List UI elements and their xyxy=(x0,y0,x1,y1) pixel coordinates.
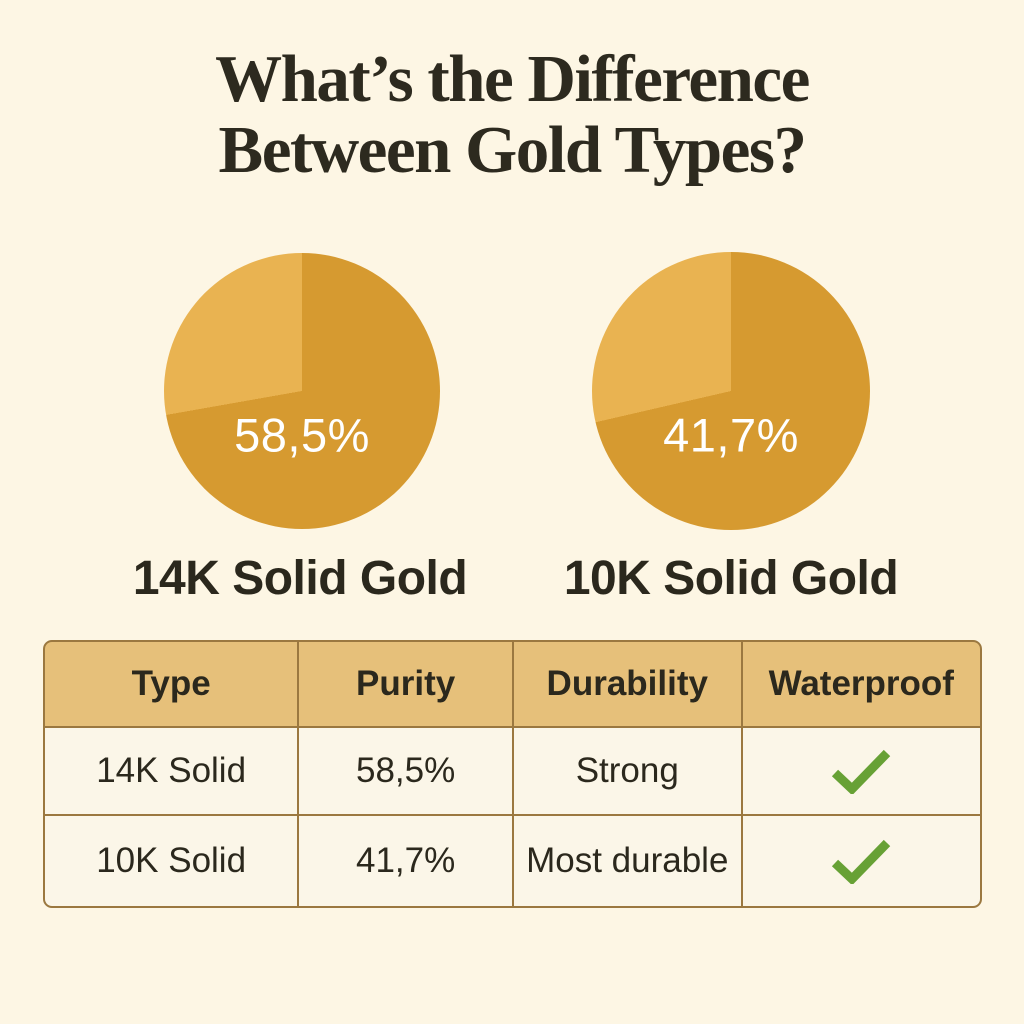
title-line-1: What’s the Difference xyxy=(215,42,810,116)
table-cell-waterproof-10k xyxy=(742,816,980,906)
checkmark-icon xyxy=(832,840,891,885)
pie-caption-10k: 10K Solid Gold xyxy=(563,552,899,605)
table-header-durability: Durability xyxy=(513,642,741,726)
table-header-waterproof: Waterproof xyxy=(742,642,980,726)
pie-chart-10k-gold: 41,7% xyxy=(592,252,870,530)
pie-value-label-14k: 58,5% xyxy=(234,408,370,462)
table-cell-type-10k: 10K Solid xyxy=(45,816,298,906)
comparison-table: Type Purity Durability Waterproof 14K So… xyxy=(43,640,982,908)
title-line-2: Between Gold Types? xyxy=(218,113,807,188)
table-header-purity: Purity xyxy=(299,642,512,726)
pie-chart-14k-gold: 58,5% xyxy=(164,253,440,529)
page-title: What’s the Difference Between Gold Types… xyxy=(0,42,1024,188)
table-cell-waterproof-14k xyxy=(742,727,980,815)
table-cell-purity-10k: 41,7% xyxy=(299,816,512,906)
table-header-type: Type xyxy=(45,642,298,726)
pie-caption-14k: 14K Solid Gold xyxy=(132,552,468,605)
checkmark-icon xyxy=(832,749,891,795)
table-cell-purity-14k: 58,5% xyxy=(299,727,512,815)
pie-value-label-10k: 41,7% xyxy=(663,408,799,462)
table-cell-durability-10k: Most durable xyxy=(513,816,741,906)
table-cell-type-14k: 14K Solid xyxy=(45,727,298,815)
table-cell-durability-14k: Strong xyxy=(513,727,741,815)
